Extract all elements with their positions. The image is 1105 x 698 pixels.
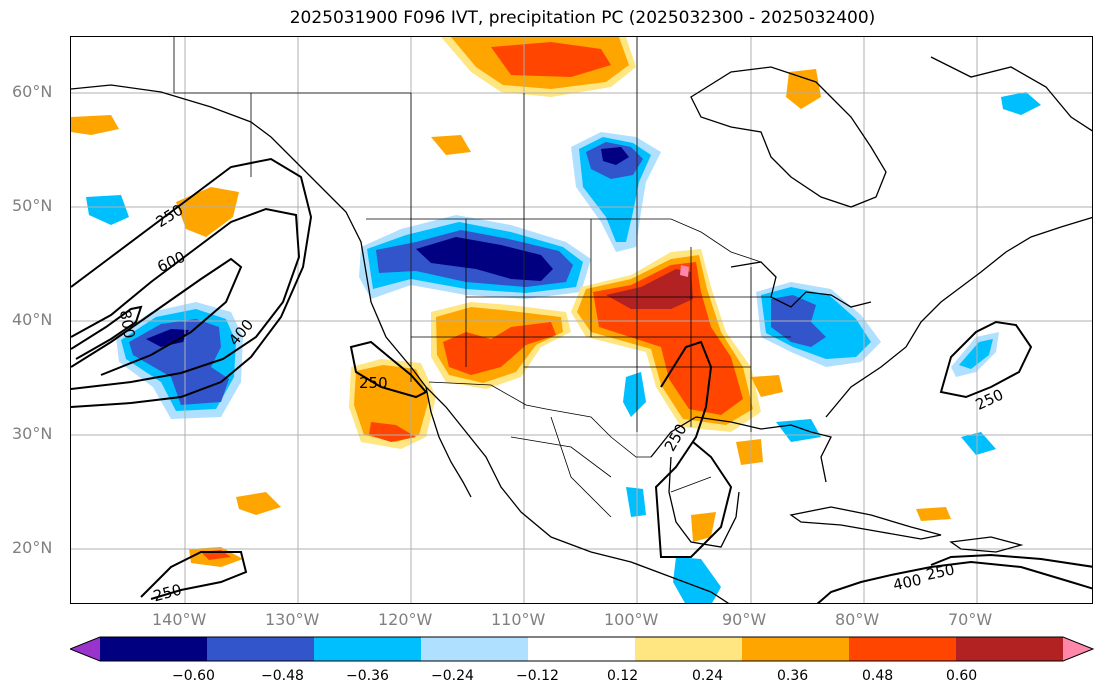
shade-hudson-neg	[1001, 92, 1041, 115]
shade-mex-pos	[691, 512, 716, 542]
contour-label-250-baja: 250	[359, 374, 388, 392]
ivt-contours	[71, 157, 1092, 603]
shade-gulf-pos2	[736, 439, 763, 465]
lon-label-110w: 110°W	[491, 610, 546, 629]
borders	[173, 37, 791, 518]
colorbar	[70, 636, 1095, 662]
lat-label-50n: 50°N	[12, 196, 53, 215]
contour-label-400-caribbean: 400	[891, 571, 923, 595]
colorbar-tick-label: 0.24	[692, 668, 724, 684]
shade-gulf-neg	[776, 419, 821, 442]
shade-carib-neg	[961, 432, 996, 455]
colorbar-segment	[742, 637, 850, 661]
colorbar-segment	[849, 637, 957, 661]
colorbar-tick-label: −0.24	[431, 668, 474, 684]
canada-province-lines	[173, 37, 638, 219]
lat-label-20n: 20°N	[12, 538, 53, 557]
colorbar-outline	[70, 636, 1095, 662]
shade-ncan-pos-small2	[786, 69, 821, 109]
ivt-contour-250-gulf	[654, 340, 733, 558]
colorbar-tick-label: 0.48	[862, 668, 894, 684]
ivt-contour-250-pacific	[71, 157, 313, 408]
lon-label-120w: 120°W	[378, 610, 433, 629]
ivt-contour-250-atlantic	[939, 320, 1033, 399]
coastlines	[71, 56, 1092, 603]
yucatan-line	[668, 456, 740, 548]
ivt-contour-250-baja	[349, 340, 428, 399]
ivt-contour-250-caribbean	[930, 553, 1092, 568]
shade-central-pos-peak	[680, 265, 689, 277]
shade-canada-neg-core	[601, 147, 629, 165]
shade-sw-pos-inner	[443, 322, 556, 375]
colorbar-segment	[528, 637, 636, 661]
contour-label-600: 600	[155, 248, 189, 276]
ivt-contour-400-pacific	[71, 207, 301, 390]
west-coast-line	[71, 84, 730, 603]
shade-central-pos-core	[606, 269, 693, 309]
ivt-contour-400-caribbean	[816, 560, 1092, 603]
contour-label-250-south: 250	[151, 581, 183, 604]
shade-pacific-neg-core	[146, 329, 189, 347]
contour-label-250-atlantic: 250	[973, 386, 1007, 414]
ivt-contour-600	[71, 257, 243, 376]
lat-label-40n: 40°N	[12, 310, 53, 329]
lon-label-90w: 90°W	[722, 610, 767, 629]
map-canvas: 250 600 800 400 250 250 250 250 400 250	[71, 37, 1092, 604]
lon-label-70w: 70°W	[948, 610, 993, 629]
colorbar-segment	[956, 637, 1064, 661]
colorbar-tick-label: 0.12	[607, 668, 639, 684]
contour-label-250-caribbean: 250	[924, 560, 956, 584]
shade-baja-pos-inner	[369, 422, 416, 442]
contour-label-800: 800	[116, 309, 139, 340]
colorbar-extend-low	[70, 637, 100, 661]
shade-mex-neg-1	[623, 372, 646, 417]
colorbar-tick-label: −0.12	[516, 668, 559, 684]
mexico-state-lines	[510, 416, 712, 518]
map-panel: 250 600 800 400 250 250 250 250 400 250	[70, 36, 1093, 604]
shade-gulf-pos	[751, 375, 783, 397]
great-lakes-line	[730, 261, 872, 308]
hispaniola-line	[949, 536, 1024, 553]
colorbar-extend-high	[1063, 637, 1093, 661]
us-canada-border	[366, 218, 762, 263]
colorbar-segment	[314, 637, 422, 661]
lon-label-130w: 130°W	[265, 610, 320, 629]
colorbar-tick-label: 0.60	[946, 668, 978, 684]
lon-label-100w: 100°W	[604, 610, 659, 629]
colorbar-segment	[421, 637, 529, 661]
shade-ncan-pos-inner	[491, 42, 611, 77]
ivt-contour-250-south	[140, 551, 248, 600]
colorbar-tick-label: 0.36	[777, 668, 809, 684]
hudson-bay-line	[690, 66, 887, 208]
shade-ncan-pos-small	[431, 135, 471, 155]
us-state-lines	[410, 219, 791, 432]
precip-shading	[71, 37, 1041, 603]
shade-pac-pos4	[71, 115, 119, 135]
shade-ak-neg	[86, 195, 129, 225]
colorbar-tick-label: −0.60	[172, 668, 215, 684]
ivt-contour-800	[71, 305, 143, 360]
colorbar-segment	[207, 637, 315, 661]
us-mexico-border	[428, 381, 651, 458]
shade-carib-pos	[916, 507, 951, 521]
lon-label-140w: 140°W	[152, 610, 207, 629]
east-coast-line	[825, 216, 1092, 418]
colorbar-segment	[635, 637, 743, 661]
map-title: 2025031900 F096 IVT, precipitation PC (2…	[289, 8, 876, 28]
labrador-line	[930, 56, 1092, 132]
lon-label-80w: 80°W	[835, 610, 880, 629]
gulf-coast-line	[650, 416, 832, 483]
cuba-line	[789, 506, 942, 540]
colorbar-segment	[100, 637, 208, 661]
shade-pac-pos2	[236, 492, 281, 515]
shade-nw-neg-core	[416, 237, 553, 281]
shade-mex-neg-3	[626, 487, 646, 517]
shade-pac-pos	[176, 187, 239, 237]
colorbar-tick-label: −0.48	[261, 668, 304, 684]
baja-line	[425, 386, 472, 498]
lat-label-60n: 60°N	[12, 82, 53, 101]
lat-label-30n: 30°N	[12, 424, 53, 443]
colorbar-tick-label: −0.36	[346, 668, 389, 684]
shade-atl-neg-mid	[959, 339, 993, 369]
